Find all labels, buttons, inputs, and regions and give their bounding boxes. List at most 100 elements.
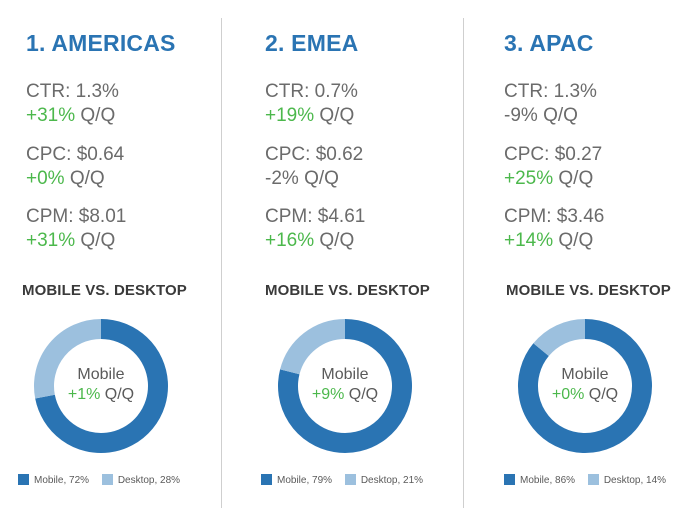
metric-cpc: CPC: $0.62 -2% Q/Q <box>265 144 364 189</box>
legend-label: Desktop, 21% <box>360 475 424 486</box>
chart-legend: Mobile, 72% Desktop, 28% <box>18 474 190 486</box>
region-emea: 2. EMEA CTR: 0.7% +19% Q/Q CPC: $0.62 -2… <box>231 0 462 530</box>
change-suffix: Q/Q <box>558 230 594 251</box>
metric-change: +19% <box>265 105 315 126</box>
chart-legend: Mobile, 79% Desktop, 21% <box>261 474 433 486</box>
column-divider <box>221 18 222 508</box>
change-suffix: Q/Q <box>80 230 116 251</box>
metric-cpm: CPM: $4.61 +16% Q/Q <box>265 206 366 251</box>
donut-slice-mobile <box>518 319 652 453</box>
donut-svg <box>518 319 652 453</box>
metric-value: 1.3% <box>553 81 597 102</box>
donut-center-label: Mobile +1% Q/Q <box>33 365 169 405</box>
legend-swatch-desktop <box>101 474 113 485</box>
region-title: 3. APAC <box>504 30 594 56</box>
legend-label: Mobile, 79% <box>277 475 333 486</box>
metric-cpm: CPM: $8.01 +31% Q/Q <box>26 206 127 251</box>
donut-center-change: +9% <box>311 386 345 403</box>
chart-subtitle: MOBILE VS. DESKTOP <box>22 282 187 299</box>
legend-label: Desktop, 28% <box>117 475 181 486</box>
metric-value: 0.7% <box>314 81 358 102</box>
region-title: 2. EMEA <box>265 30 359 56</box>
donut-center-label: Mobile +9% Q/Q <box>277 365 413 405</box>
legend-label: Mobile, 86% <box>520 475 576 486</box>
donut-center-change: +1% <box>67 386 101 403</box>
column-divider <box>463 18 464 508</box>
donut-slice-desktop <box>533 319 586 357</box>
metric-value: $0.27 <box>554 144 603 165</box>
metric-change: +14% <box>504 230 554 251</box>
metric-cpc: CPC: $0.64 +0% Q/Q <box>26 144 125 189</box>
change-suffix: Q/Q <box>543 105 578 126</box>
donut-center-title: Mobile <box>77 366 125 383</box>
chart-subtitle: MOBILE VS. DESKTOP <box>265 282 430 299</box>
metric-change: +31% <box>26 230 76 251</box>
donut-slice-mobile <box>278 319 412 453</box>
legend-item-mobile: Mobile, 72% <box>18 474 89 486</box>
legend-item-mobile: Mobile, 86% <box>504 474 575 486</box>
legend-swatch-mobile <box>261 474 272 485</box>
change-suffix: Q/Q <box>319 230 355 251</box>
chart-legend: Mobile, 86% Desktop, 14% <box>504 474 676 486</box>
change-suffix: Q/Q <box>319 105 355 126</box>
metric-label: CPM <box>265 206 308 227</box>
region-americas: 1. AMERICAS CTR: 1.3% +31% Q/Q CPC: $0.6… <box>0 0 231 530</box>
region-title: 1. AMERICAS <box>26 30 176 56</box>
metric-value: $4.61 <box>317 206 366 227</box>
metric-value: $3.46 <box>556 206 605 227</box>
change-suffix: Q/Q <box>558 168 594 189</box>
metric-change: -9% <box>504 105 538 126</box>
metric-ctr: CTR: 0.7% +19% Q/Q <box>265 81 358 126</box>
metric-label: CPC <box>265 144 306 165</box>
legend-label: Mobile, 72% <box>34 475 90 486</box>
metric-change: -2% <box>265 168 299 189</box>
legend-label: Desktop, 14% <box>603 475 667 486</box>
legend-item-desktop: Desktop, 21% <box>344 474 424 486</box>
donut-svg <box>278 319 412 453</box>
metric-cpm: CPM: $3.46 +14% Q/Q <box>504 206 605 251</box>
chart-subtitle: MOBILE VS. DESKTOP <box>506 282 671 299</box>
metric-change: +0% <box>26 168 65 189</box>
metric-change: +16% <box>265 230 315 251</box>
donut-chart: Mobile +9% Q/Q <box>277 318 413 454</box>
donut-slice-desktop <box>280 319 346 375</box>
metric-cpc: CPC: $0.27 +25% Q/Q <box>504 144 603 189</box>
metric-change: +31% <box>26 105 76 126</box>
metric-label: CTR <box>504 81 544 102</box>
donut-center-title: Mobile <box>561 366 609 383</box>
metric-label: CPM <box>26 206 69 227</box>
donut-center-title: Mobile <box>321 366 369 383</box>
metric-value: 1.3% <box>75 81 119 102</box>
legend-swatch-mobile <box>18 474 29 485</box>
metric-label: CPC <box>504 144 545 165</box>
region-apac: 3. APAC CTR: 1.3% -9% Q/Q CPC: $0.27 +25… <box>462 0 693 530</box>
metric-label: CPM <box>504 206 547 227</box>
metric-ctr: CTR: 1.3% +31% Q/Q <box>26 81 119 126</box>
change-suffix: Q/Q <box>304 168 339 189</box>
change-suffix: Q/Q <box>348 386 379 403</box>
metric-value: $0.62 <box>315 144 364 165</box>
change-suffix: Q/Q <box>80 105 116 126</box>
donut-chart: Mobile +1% Q/Q <box>33 318 169 454</box>
metric-value: $0.64 <box>76 144 125 165</box>
legend-swatch-desktop <box>587 474 599 485</box>
legend-item-mobile: Mobile, 79% <box>261 474 332 486</box>
change-suffix: Q/Q <box>104 386 135 403</box>
change-suffix: Q/Q <box>588 386 619 403</box>
legend-item-desktop: Desktop, 14% <box>587 474 667 486</box>
donut-slice-desktop <box>34 319 102 399</box>
donut-center-label: Mobile +0% Q/Q <box>517 365 653 405</box>
metric-value: $8.01 <box>78 206 127 227</box>
donut-chart: Mobile +0% Q/Q <box>517 318 653 454</box>
metric-label: CTR <box>26 81 66 102</box>
change-suffix: Q/Q <box>69 168 105 189</box>
legend-item-desktop: Desktop, 28% <box>101 474 181 486</box>
metric-ctr: CTR: 1.3% -9% Q/Q <box>504 81 597 126</box>
legend-swatch-mobile <box>504 474 515 485</box>
metric-label: CTR <box>265 81 305 102</box>
donut-slice-mobile <box>35 319 168 453</box>
donut-center-change: +0% <box>551 386 585 403</box>
metric-label: CPC <box>26 144 67 165</box>
legend-swatch-desktop <box>344 474 356 485</box>
donut-svg <box>34 319 168 453</box>
